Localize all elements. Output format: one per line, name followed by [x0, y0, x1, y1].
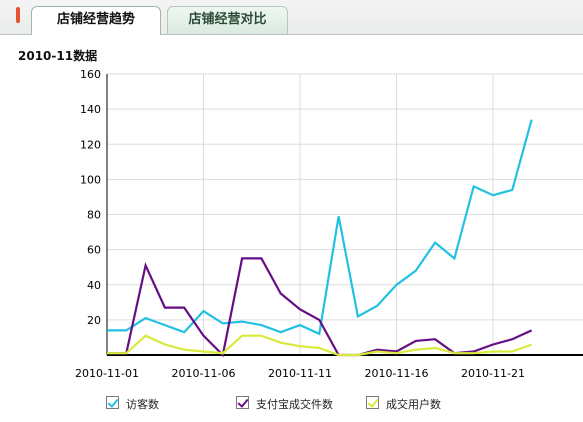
chart-subtitle: 2010-11数据 — [18, 49, 98, 63]
x-tick-label: 2010-11-21 — [461, 367, 525, 380]
legend-label-visitors: 访客数 — [126, 398, 159, 411]
legend-label-alipay-orders: 支付宝成交件数 — [256, 398, 333, 411]
y-tick-label: 100 — [80, 173, 101, 186]
y-tick-label: 120 — [80, 138, 101, 151]
y-tick-label: 160 — [80, 68, 101, 81]
y-tick-label: 140 — [80, 103, 101, 116]
x-tick-label: 2010-11-16 — [365, 367, 429, 380]
x-tick-label: 2010-11-01 — [75, 367, 139, 380]
x-tick-label: 2010-11-11 — [268, 367, 332, 380]
y-tick-label: 20 — [87, 314, 101, 327]
series-line-visitors — [107, 119, 533, 336]
tab-bar: 店铺经营趋势 店铺经营对比 — [0, 0, 583, 35]
y-tick-label: 60 — [87, 244, 101, 257]
legend-checkbox-icon[interactable] — [106, 396, 119, 409]
y-tick-label: 80 — [87, 209, 101, 222]
legend-checkbox-icon[interactable] — [366, 396, 379, 409]
tab-bar-grip-icon — [16, 7, 20, 23]
tab-store-compare[interactable]: 店铺经营对比 — [167, 6, 288, 34]
legend-checkbox-icon[interactable] — [236, 396, 249, 409]
y-tick-label: 40 — [87, 279, 101, 292]
tab-store-trend[interactable]: 店铺经营趋势 — [31, 6, 161, 35]
series-line-buyers — [107, 257, 533, 358]
x-tick-label: 2010-11-06 — [172, 367, 236, 380]
legend-label-buyers: 成交用户数 — [386, 398, 441, 411]
series-line-orders — [107, 334, 532, 357]
